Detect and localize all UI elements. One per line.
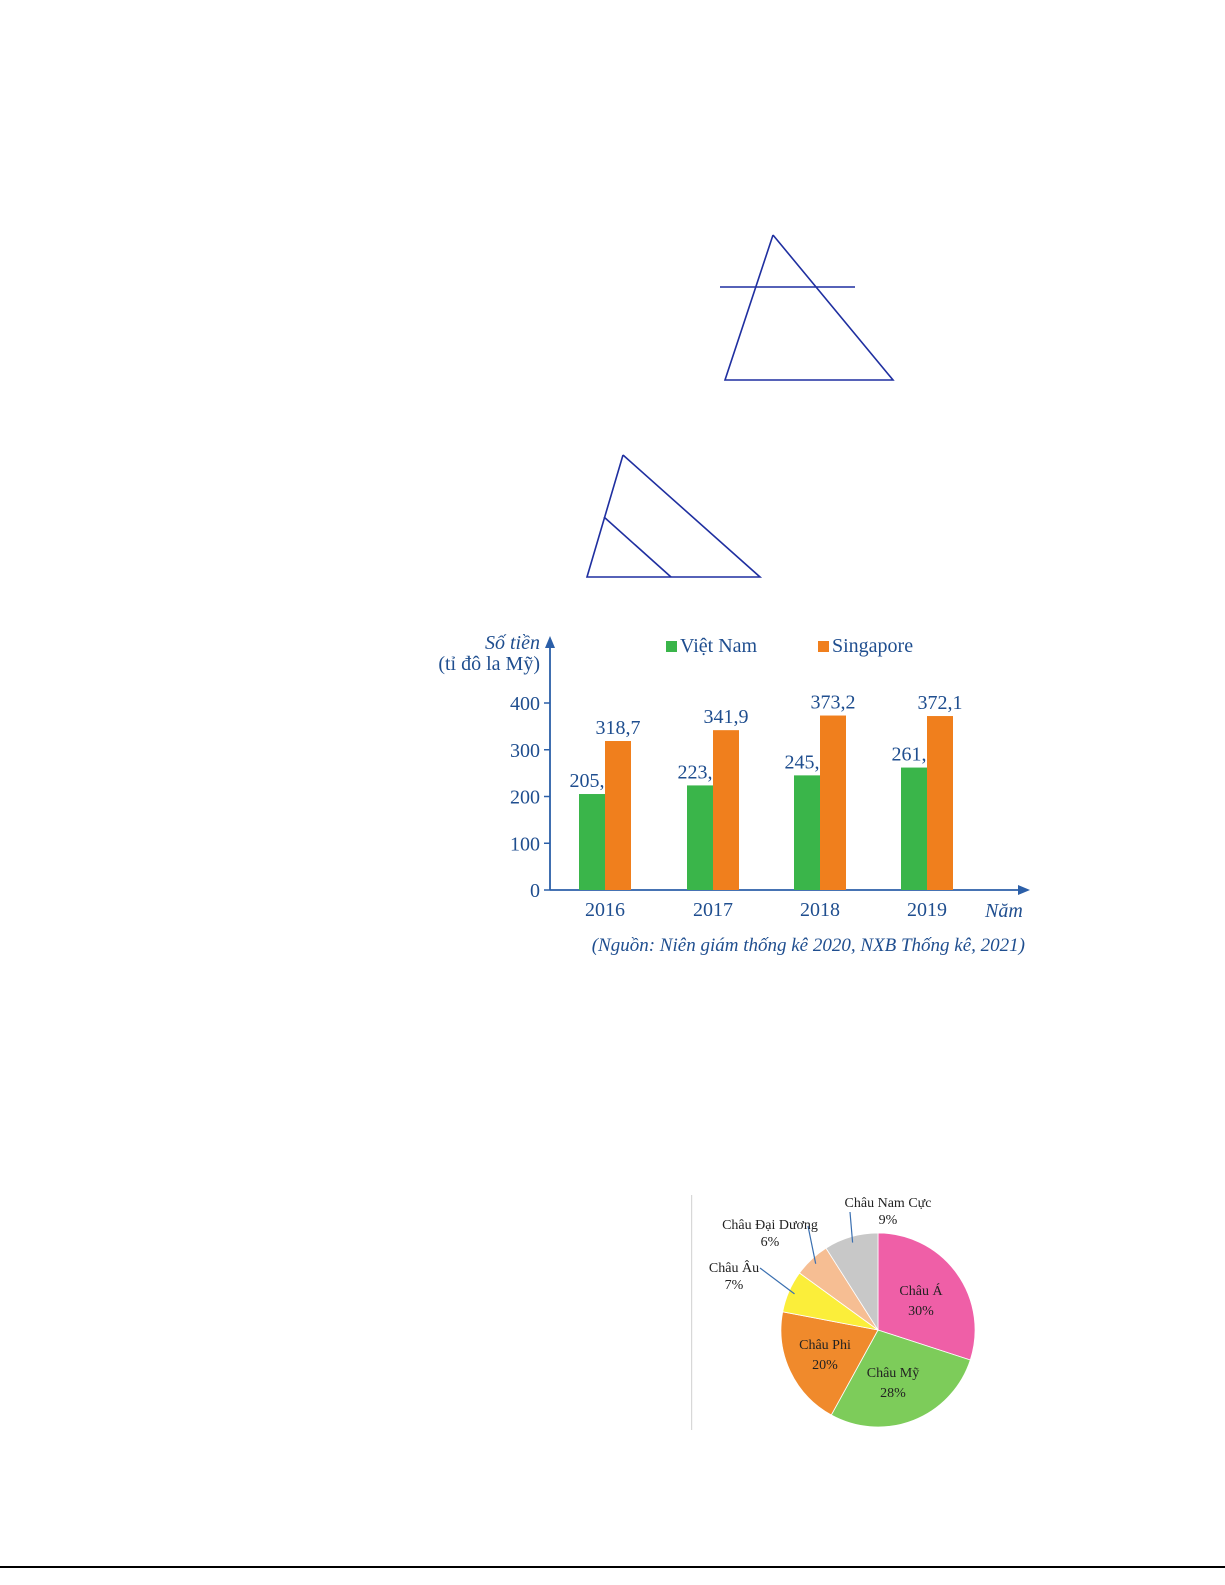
legend-vietnam-label: Việt Nam (680, 635, 758, 657)
bar-value-label: 205,3 (570, 770, 615, 792)
triangle-figure-1 (720, 234, 895, 381)
pie-slice-percent: 7% (725, 1278, 744, 1293)
bar-singapore (820, 715, 846, 890)
x-tick-label: 2017 (693, 899, 733, 921)
bar-value-label: 373,2 (811, 692, 856, 714)
triangle-figure-2 (585, 454, 763, 578)
y-tick-label: 200 (510, 787, 540, 809)
y-tick-label: 300 (510, 740, 540, 762)
y-tick-label: 400 (510, 693, 540, 715)
bar-vietnam (687, 785, 713, 890)
pie-slice-name: Châu Nam Cực (845, 1196, 932, 1211)
bar-singapore (713, 730, 739, 890)
chart-source-note: (Nguồn: Niên giám thống kê 2020, NXB Thố… (592, 935, 1025, 956)
bar-vietnam (901, 767, 927, 890)
y-axis-title: Số tiền (485, 632, 540, 654)
x-axis-title: Năm (984, 900, 1023, 922)
pie-slice-name: Châu Mỹ (867, 1366, 920, 1381)
x-tick-label: 2019 (907, 899, 947, 921)
bar-value-label: 245,2 (785, 751, 830, 773)
y-tick-label: 100 (510, 833, 540, 855)
y-axis-arrow (545, 636, 555, 648)
pie-slice (830, 1329, 971, 1428)
triangle-2-parallel-segment (603, 516, 672, 578)
x-tick-label: 2018 (800, 899, 840, 921)
legend-singapore-swatch (818, 641, 829, 652)
pie-slice (780, 1311, 879, 1416)
triangle-1-outline (723, 234, 895, 381)
bar-value-label: 223,7 (678, 761, 723, 783)
x-tick-label: 2016 (585, 899, 625, 921)
pie-leader-line (807, 1225, 817, 1264)
bar-value-label: 318,7 (596, 717, 641, 739)
pie-slice-name: Châu Á (899, 1282, 943, 1299)
bar-singapore (605, 741, 631, 890)
triangle-2-outline (585, 454, 763, 578)
pie-slice-percent: 28% (880, 1386, 906, 1401)
bar-value-label: 372,1 (918, 692, 963, 714)
pie-slice-percent: 6% (761, 1235, 780, 1250)
pie-slice-percent: 30% (908, 1304, 934, 1319)
pie-leader-line (759, 1267, 795, 1295)
pie-slice-percent: 9% (879, 1213, 898, 1228)
bar-value-label: 341,9 (704, 706, 749, 728)
pie-slice (877, 1232, 976, 1361)
y-tick-label: 0 (530, 880, 540, 902)
pie-chart: Châu Á 30% Châu Mỹ 28% Châu Phi 20% Châu Âu 7% C… (691, 1195, 976, 1430)
pie-slice-name: Châu Đại Dương (722, 1218, 818, 1233)
pie-slice (825, 1232, 879, 1332)
y-axis-unit: (tỉ đô la Mỹ) (438, 653, 540, 675)
x-axis-arrow (1018, 885, 1030, 895)
bar-value-label: 261,9 (892, 744, 937, 766)
pie-slice-percent: 20% (812, 1358, 838, 1373)
bar-vietnam (794, 775, 820, 890)
bar-vietnam (579, 794, 605, 890)
pie-left-edge (691, 1195, 693, 1430)
pie-leader-line (849, 1211, 854, 1243)
pie-slice-name: Châu Phi (799, 1338, 851, 1353)
bar-chart: Số tiền (tỉ đô la Mỹ) Năm (Nguồn: Niên g… (438, 632, 1030, 956)
pie-slice-name: Châu Âu (709, 1259, 759, 1276)
legend-vietnam-swatch (666, 641, 677, 652)
legend-singapore-label: Singapore (832, 635, 913, 657)
page-bottom-rule (0, 1566, 1225, 1568)
bar-singapore (927, 716, 953, 890)
